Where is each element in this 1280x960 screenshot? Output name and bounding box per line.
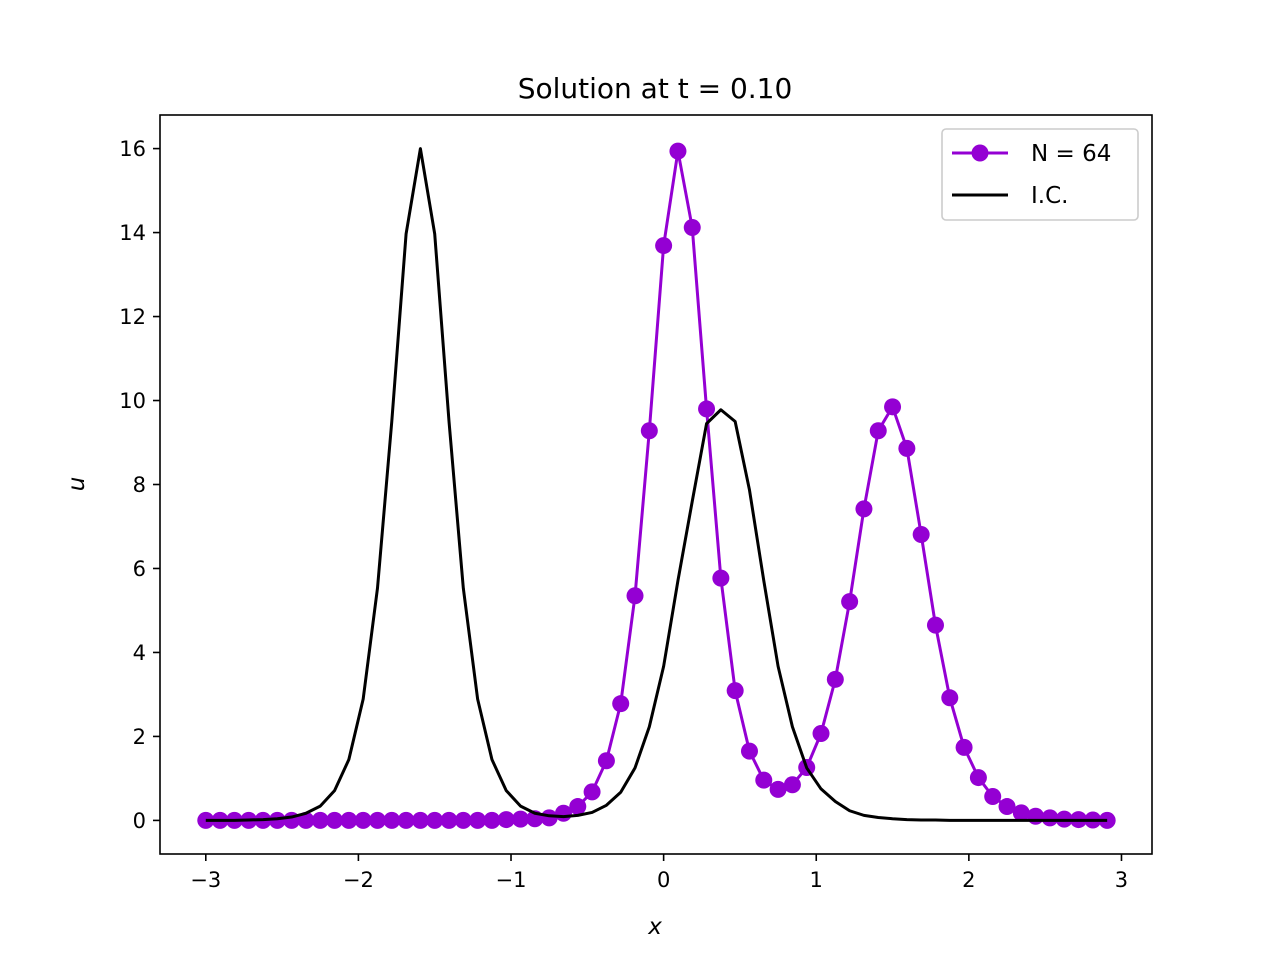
y-tick-label: 12	[119, 305, 146, 329]
series-1-point	[769, 780, 787, 798]
series-1-point	[855, 500, 873, 518]
y-tick-label: 14	[119, 221, 146, 245]
series-1-point	[955, 738, 973, 756]
y-axis-label: u	[64, 477, 90, 492]
series-1-point	[1012, 804, 1030, 822]
y-tick-label: 8	[133, 473, 146, 497]
series-1-point	[869, 422, 887, 440]
series-1-point	[383, 811, 401, 829]
series-1-point	[483, 811, 501, 829]
y-tick-label: 16	[119, 137, 146, 161]
series-1-point	[884, 398, 902, 416]
series-1-point	[1027, 807, 1045, 825]
series-1-point	[740, 742, 758, 760]
series-1-point	[912, 525, 930, 543]
series-1-point	[640, 422, 658, 440]
series-1	[197, 142, 1116, 829]
series-2-line	[205, 147, 1108, 822]
series-1-point	[655, 237, 673, 255]
y-tick-label: 4	[133, 641, 146, 665]
series-2	[205, 147, 1108, 822]
series-1-point	[311, 811, 329, 829]
series-1-point	[841, 593, 859, 611]
series-1-point	[683, 219, 701, 237]
series-1-point	[898, 439, 916, 457]
series-1-point	[984, 787, 1002, 805]
series-1-point	[397, 811, 415, 829]
series-1-point	[354, 811, 372, 829]
series-1-point	[411, 811, 429, 829]
legend-entry-1: N = 64	[952, 141, 1111, 167]
series-1-point	[926, 616, 944, 634]
series-1-point	[497, 811, 515, 829]
y-tick-label: 10	[119, 389, 146, 413]
series-1-point	[969, 769, 987, 787]
series-1-point	[941, 689, 959, 707]
series-1-point	[612, 695, 630, 713]
legend-label: I.C.	[1031, 183, 1068, 209]
x-tick-label: −3	[190, 868, 221, 892]
x-tick-label: 0	[657, 868, 670, 892]
series-1-point	[583, 783, 601, 801]
series-1-point	[712, 569, 730, 587]
x-tick-label: 2	[962, 868, 975, 892]
series-1-point	[826, 670, 844, 688]
series-1-point	[755, 771, 773, 789]
x-tick-label: 3	[1115, 868, 1128, 892]
series-1-point	[1041, 809, 1059, 827]
series-1-point	[340, 811, 358, 829]
series-1-point	[440, 811, 458, 829]
series-1-point	[268, 811, 286, 829]
series-1-point	[726, 682, 744, 700]
series-1-point	[626, 587, 644, 605]
series-1-point	[512, 810, 530, 828]
legend-swatch-marker	[971, 144, 989, 162]
y-tick-label: 2	[133, 725, 146, 749]
x-tick-label: 1	[810, 868, 823, 892]
y-tick-label: 6	[133, 557, 146, 581]
legend: N = 64 I.C.	[941, 128, 1139, 221]
series-1-point	[783, 776, 801, 794]
series-1-point	[569, 798, 587, 816]
plot-area	[197, 142, 1116, 829]
series-1-point	[297, 811, 315, 829]
chart-title: Solution at t = 0.10	[518, 72, 793, 105]
series-1-point	[597, 752, 615, 770]
series-1-point	[454, 811, 472, 829]
legend-label: N = 64	[1031, 141, 1111, 167]
series-1-point	[812, 724, 830, 742]
series-1-point	[469, 811, 487, 829]
legend-entry-2: I.C.	[952, 183, 1068, 209]
series-1-point	[998, 798, 1016, 816]
y-tick-label: 0	[133, 809, 146, 833]
x-axis-label: x	[647, 914, 662, 940]
series-1-point	[426, 811, 444, 829]
x-tick-label: −2	[343, 868, 374, 892]
series-1-point	[326, 811, 344, 829]
x-tick-label: −1	[496, 868, 527, 892]
plot-content	[197, 142, 1116, 829]
series-1-point	[698, 400, 716, 418]
series-1-point	[368, 811, 386, 829]
series-1-point	[669, 142, 687, 160]
